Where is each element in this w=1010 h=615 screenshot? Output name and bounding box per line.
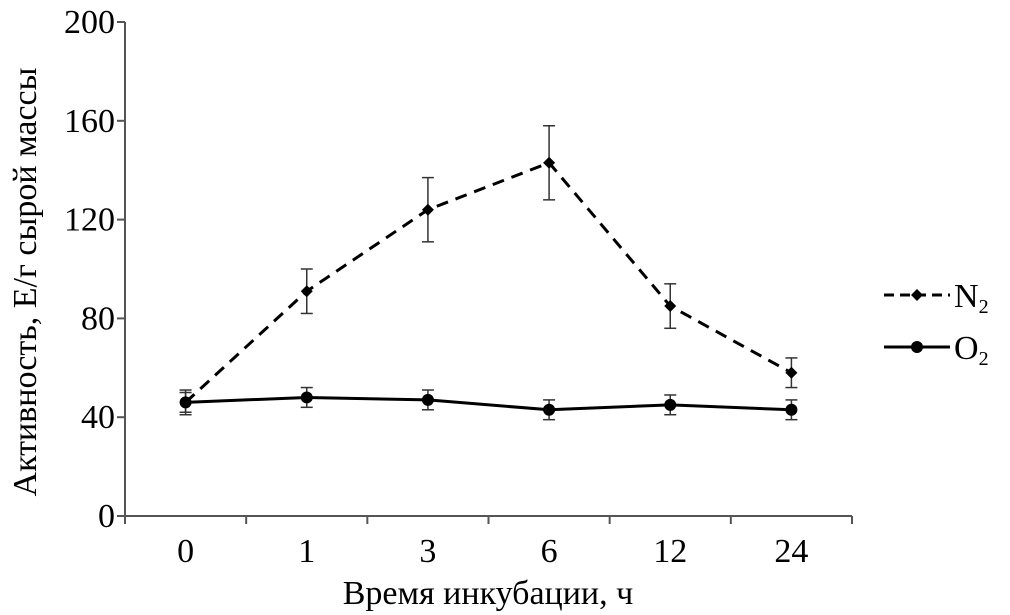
y-tick-label: 120 — [64, 202, 115, 239]
data-point — [300, 285, 313, 298]
x-tick-label: 1 — [298, 533, 315, 570]
x-tick-label: 12 — [653, 533, 687, 570]
axes — [124, 22, 852, 517]
y-tick-label: 160 — [64, 103, 115, 140]
data-point — [785, 403, 798, 416]
legend-marker — [911, 341, 923, 353]
y-axis-title: Активность, Е/г сырой массы — [7, 67, 44, 496]
x-tick-label: 24 — [774, 533, 808, 570]
series-n2 — [179, 124, 798, 416]
y-tick-label: 0 — [98, 498, 115, 535]
series-o2 — [179, 386, 798, 421]
x-tick-label: 0 — [177, 533, 194, 570]
y-tick-label: 200 — [64, 4, 115, 41]
data-point — [664, 398, 677, 411]
legend-label: O2 — [954, 330, 989, 370]
y-tick-label: 80 — [81, 300, 115, 337]
data-point — [785, 366, 798, 379]
data-point — [421, 203, 434, 216]
data-point — [300, 391, 313, 404]
series-line — [184, 161, 793, 404]
series-layer — [179, 124, 798, 421]
x-ticks: 0 1 3 6 12 24 — [124, 516, 853, 570]
x-tick-label: 6 — [541, 533, 558, 570]
y-tick-label: 40 — [81, 399, 115, 436]
x-tick-label: 3 — [419, 533, 436, 570]
data-point — [179, 396, 192, 409]
series-line — [185, 395, 792, 412]
legend-item-o2: O2 — [884, 330, 989, 370]
data-point — [421, 393, 434, 406]
legend-marker — [911, 289, 923, 301]
y-ticks: 0 40 80 120 160 200 — [64, 4, 125, 535]
legend-item-n2: N2 — [884, 278, 989, 318]
legend-label: N2 — [954, 278, 989, 318]
x-axis-title: Время инкубации, ч — [343, 575, 633, 612]
data-point — [543, 403, 556, 416]
data-point — [543, 156, 556, 169]
data-point — [664, 300, 677, 313]
